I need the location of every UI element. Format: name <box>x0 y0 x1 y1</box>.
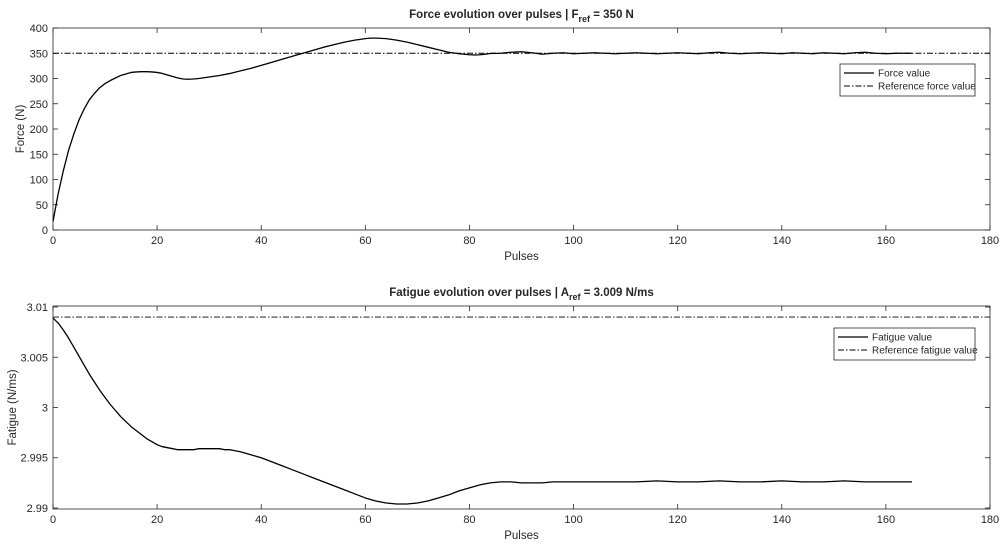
x-tick-label: 40 <box>255 235 267 247</box>
legend-box <box>833 327 976 361</box>
x-tick-label: 0 <box>50 235 56 247</box>
series-line-1 <box>52 317 912 505</box>
x-axis-label: Pulses <box>504 530 539 542</box>
x-tick-label: 120 <box>668 514 686 526</box>
chart-2: 0 20 40 60 80 100 120 140 160 180 2.99 2.995 3 3.005 3… <box>7 287 999 542</box>
chart-title: Force evolution over pulses | Fref = 350… <box>409 9 634 24</box>
chart-title: Fatigue evolution over pulses | Aref = 3… <box>389 287 654 302</box>
y-tick-label: 2.995 <box>20 453 48 465</box>
x-tick-label: 40 <box>255 514 267 526</box>
legend-entry: Fatigue value <box>872 333 932 344</box>
legend-box <box>839 63 976 97</box>
x-tick-label: 160 <box>877 235 895 247</box>
y-tick-label: 2.99 <box>27 503 48 515</box>
legend-entry: Reference fatigue value <box>872 346 978 357</box>
x-tick-label: 60 <box>359 514 371 526</box>
x-tick-label: 180 <box>981 514 999 526</box>
chart-1: 0 20 40 60 80 100 120 140 160 180 0 50 100 150 200 250 3… <box>15 9 999 263</box>
x-tick-label: 0 <box>50 514 56 526</box>
y-axis-label: Force (N) <box>15 105 27 154</box>
plot-area <box>52 27 991 231</box>
x-tick-label: 140 <box>773 235 791 247</box>
y-tick-label: 200 <box>30 124 48 136</box>
x-tick-label: 120 <box>668 235 686 247</box>
x-tick-label: 100 <box>564 514 582 526</box>
y-axis-label: Fatigue (N/ms) <box>7 369 19 445</box>
x-tick-label: 60 <box>359 235 371 247</box>
y-tick-label: 3.005 <box>20 352 48 364</box>
x-axis-label: Pulses <box>504 251 539 263</box>
legend-entry: Reference force value <box>878 82 976 93</box>
y-tick-label: 50 <box>36 200 48 212</box>
x-tick-label: 80 <box>463 514 475 526</box>
legend: Force value Reference force value <box>839 63 976 97</box>
y-tick-label: 3.01 <box>27 302 48 314</box>
legend: Fatigue value Reference fatigue value <box>833 327 978 361</box>
x-tick-label: 20 <box>151 235 163 247</box>
x-tick-label: 100 <box>564 235 582 247</box>
y-tick-label: 350 <box>30 48 48 60</box>
y-tick-label: 100 <box>30 175 48 187</box>
y-tick-label: 400 <box>30 23 48 35</box>
y-tick-label: 3 <box>42 403 48 415</box>
x-tick-label: 140 <box>773 514 791 526</box>
x-tick-label: 180 <box>981 235 999 247</box>
x-tick-label: 20 <box>151 514 163 526</box>
legend-entry: Force value <box>878 69 931 80</box>
y-tick-label: 150 <box>30 149 48 161</box>
y-tick-label: 300 <box>30 74 48 86</box>
y-tick-label: 250 <box>30 99 48 111</box>
y-tick-label: 0 <box>42 225 48 237</box>
x-tick-label: 160 <box>877 514 895 526</box>
x-tick-label: 80 <box>463 235 475 247</box>
